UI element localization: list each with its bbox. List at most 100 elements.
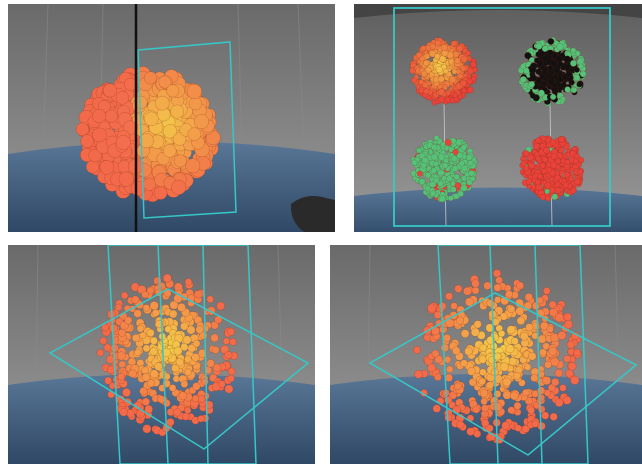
cell-sphere <box>513 401 522 410</box>
cell-sphere <box>192 382 201 391</box>
wall-grid-lines <box>42 4 305 155</box>
cell-sphere <box>579 70 587 78</box>
cell-sphere <box>535 137 542 144</box>
cell-sphere <box>153 186 168 200</box>
cell-sphere <box>486 381 494 390</box>
cell-sphere <box>548 308 558 317</box>
cell-sphere <box>142 304 151 312</box>
cell-sphere <box>142 344 151 353</box>
cell-sphere <box>429 180 437 188</box>
cell-sphere <box>411 159 418 166</box>
cell-sphere <box>131 334 140 343</box>
cell-sphere <box>460 164 468 172</box>
cell-sphere <box>481 418 490 428</box>
cell-sphere <box>146 328 155 337</box>
cell-sphere <box>154 95 170 111</box>
cell-sphere <box>453 382 462 391</box>
cell-sphere <box>541 167 548 175</box>
clipping-plane <box>137 41 237 219</box>
cell-sphere <box>548 346 558 356</box>
cell-sphere <box>528 80 536 88</box>
cell-sphere <box>437 75 445 83</box>
cell-sphere <box>193 114 209 130</box>
cell-sphere <box>529 74 537 82</box>
cell-sphere <box>473 320 482 329</box>
cell-sphere <box>487 356 496 364</box>
controller <box>290 196 335 232</box>
cell-sphere <box>514 424 522 432</box>
cell-sphere <box>536 386 546 395</box>
cell-cluster <box>75 66 221 203</box>
cell-sphere <box>445 365 454 374</box>
cell-sphere <box>549 139 557 146</box>
cluster-green-black <box>517 36 587 107</box>
cell-sphere <box>450 186 457 193</box>
cell-sphere <box>535 51 542 58</box>
cell-sphere <box>435 66 443 74</box>
cell-sphere <box>525 323 534 332</box>
wall-grid-lines <box>35 245 283 386</box>
cell-sphere <box>544 182 552 190</box>
panel-scattered-b <box>330 245 642 464</box>
cell-sphere <box>416 170 423 177</box>
cell-sphere <box>507 406 516 415</box>
cell-sphere <box>181 412 190 421</box>
cell-sphere <box>416 147 422 154</box>
cell-sphere <box>180 322 189 331</box>
cell-sphere <box>106 365 116 374</box>
cell-sphere <box>143 71 157 85</box>
cell-sphere <box>108 382 117 390</box>
scattered-scene-a <box>8 245 315 464</box>
cell-sphere <box>539 162 546 169</box>
cell-sphere <box>565 71 573 78</box>
cell-sphere <box>502 390 512 400</box>
cell-sphere <box>554 186 562 195</box>
cell-sphere <box>146 286 155 295</box>
cell-sphere <box>573 66 580 73</box>
cell-sphere <box>455 316 465 325</box>
cell-sphere <box>523 363 532 371</box>
cell-sphere <box>418 178 426 186</box>
cell-sphere <box>104 376 113 385</box>
cluster-green <box>410 135 478 203</box>
cell-sphere <box>467 67 474 75</box>
cell-sphere <box>122 388 131 397</box>
cell-sphere <box>554 181 561 188</box>
cell-sphere <box>451 165 459 172</box>
cell-sphere <box>569 187 577 194</box>
cell-sphere <box>559 384 567 392</box>
cell-sphere <box>175 358 184 367</box>
cell-sphere <box>521 424 530 434</box>
cell-sphere <box>430 167 437 174</box>
cell-sphere <box>562 171 570 179</box>
cell-sphere <box>574 50 581 57</box>
cell-sphere <box>460 65 467 72</box>
cell-sphere <box>539 348 547 357</box>
cell-sphere <box>445 292 454 301</box>
cell-sphere <box>191 394 200 403</box>
cell-sphere <box>415 51 423 59</box>
cell-sphere <box>184 355 192 363</box>
cell-sphere <box>510 337 519 346</box>
cell-sphere <box>430 153 438 161</box>
cell-sphere <box>194 290 203 299</box>
cell-sphere <box>99 336 108 345</box>
cell-sphere <box>454 57 461 65</box>
cell-sphere <box>522 388 530 397</box>
cell-sphere <box>537 89 545 97</box>
cell-sphere <box>524 52 532 60</box>
cell-sphere <box>549 412 558 421</box>
cell-sphere <box>437 153 446 161</box>
cell-sphere <box>486 299 495 308</box>
cell-sphere <box>563 312 572 322</box>
cell-sphere <box>450 302 458 310</box>
cell-sphere <box>567 175 575 182</box>
cell-sphere <box>141 290 149 299</box>
cell-sphere <box>531 419 540 428</box>
clipping-planes <box>368 245 638 464</box>
cell-sphere <box>141 397 151 406</box>
cell-sphere <box>91 108 107 124</box>
cell-sphere <box>530 373 539 382</box>
cell-sphere <box>522 150 530 157</box>
cell-sphere <box>128 369 137 378</box>
